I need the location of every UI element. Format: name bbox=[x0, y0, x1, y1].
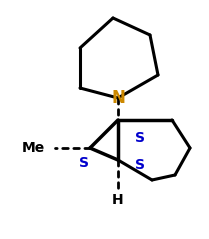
Text: Me: Me bbox=[22, 141, 45, 155]
Text: N: N bbox=[111, 89, 125, 107]
Text: S: S bbox=[135, 131, 145, 145]
Text: S: S bbox=[135, 158, 145, 172]
Text: S: S bbox=[79, 156, 89, 170]
Text: H: H bbox=[112, 193, 124, 207]
